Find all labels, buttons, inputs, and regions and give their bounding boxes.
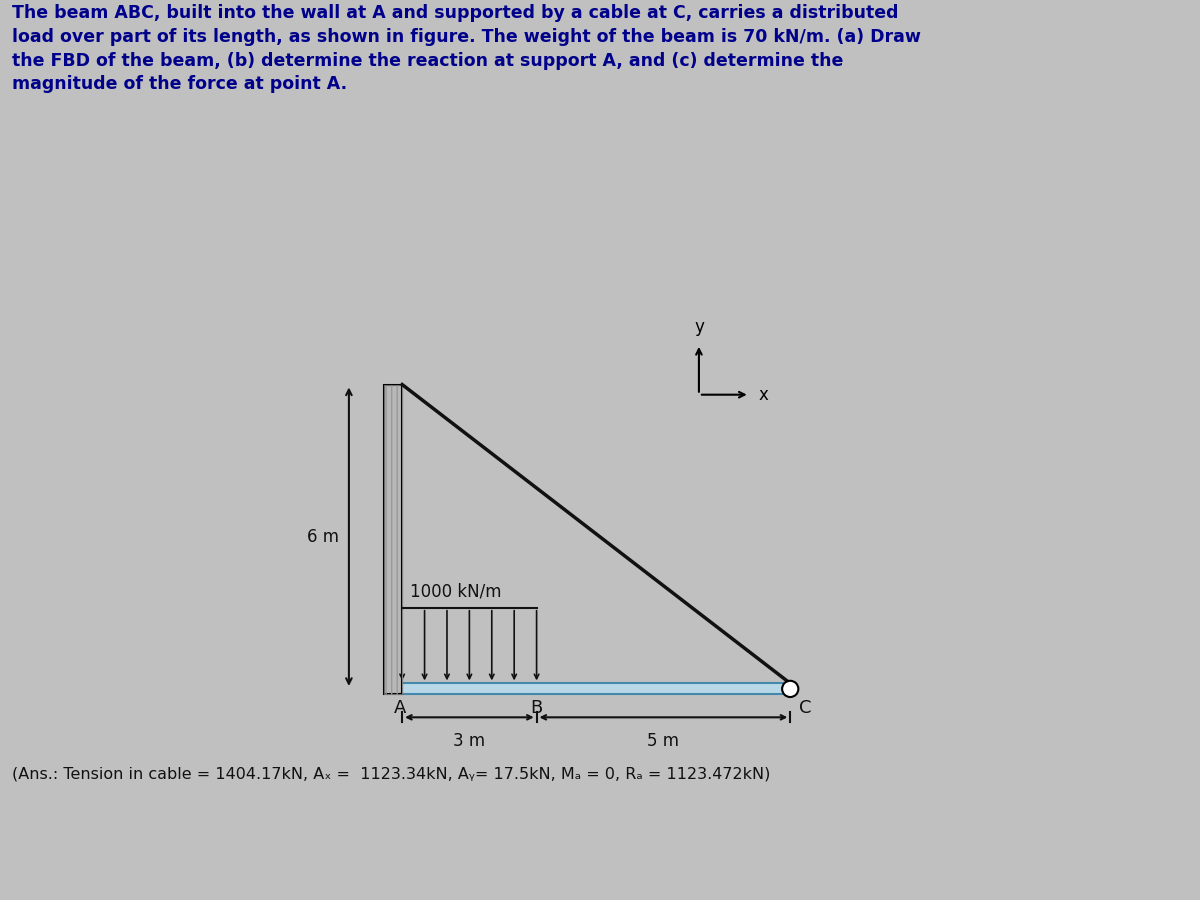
Text: 6 m: 6 m [307,527,338,545]
Text: 3 m: 3 m [454,732,486,750]
Text: x: x [758,386,769,404]
Text: 5 m: 5 m [648,732,679,750]
Text: B: B [530,698,542,716]
Bar [402,683,791,695]
Text: The beam ABC, built into the wall at A and supported by a cable at C, carries a : The beam ABC, built into the wall at A a… [12,4,920,94]
Text: C: C [799,698,811,716]
Text: y: y [694,319,704,337]
Text: A: A [394,698,406,716]
Circle shape [782,680,798,697]
Text: (Ans.: Tension in cable = 1404.17kN, Aₓ =  1123.34kN, Aᵧ= 17.5kN, Mₐ = 0, Rₐ = 1: (Ans.: Tension in cable = 1404.17kN, Aₓ … [12,767,770,782]
Bar [384,384,402,695]
Bar [384,384,402,695]
Text: 1000 kN/m: 1000 kN/m [409,582,502,600]
